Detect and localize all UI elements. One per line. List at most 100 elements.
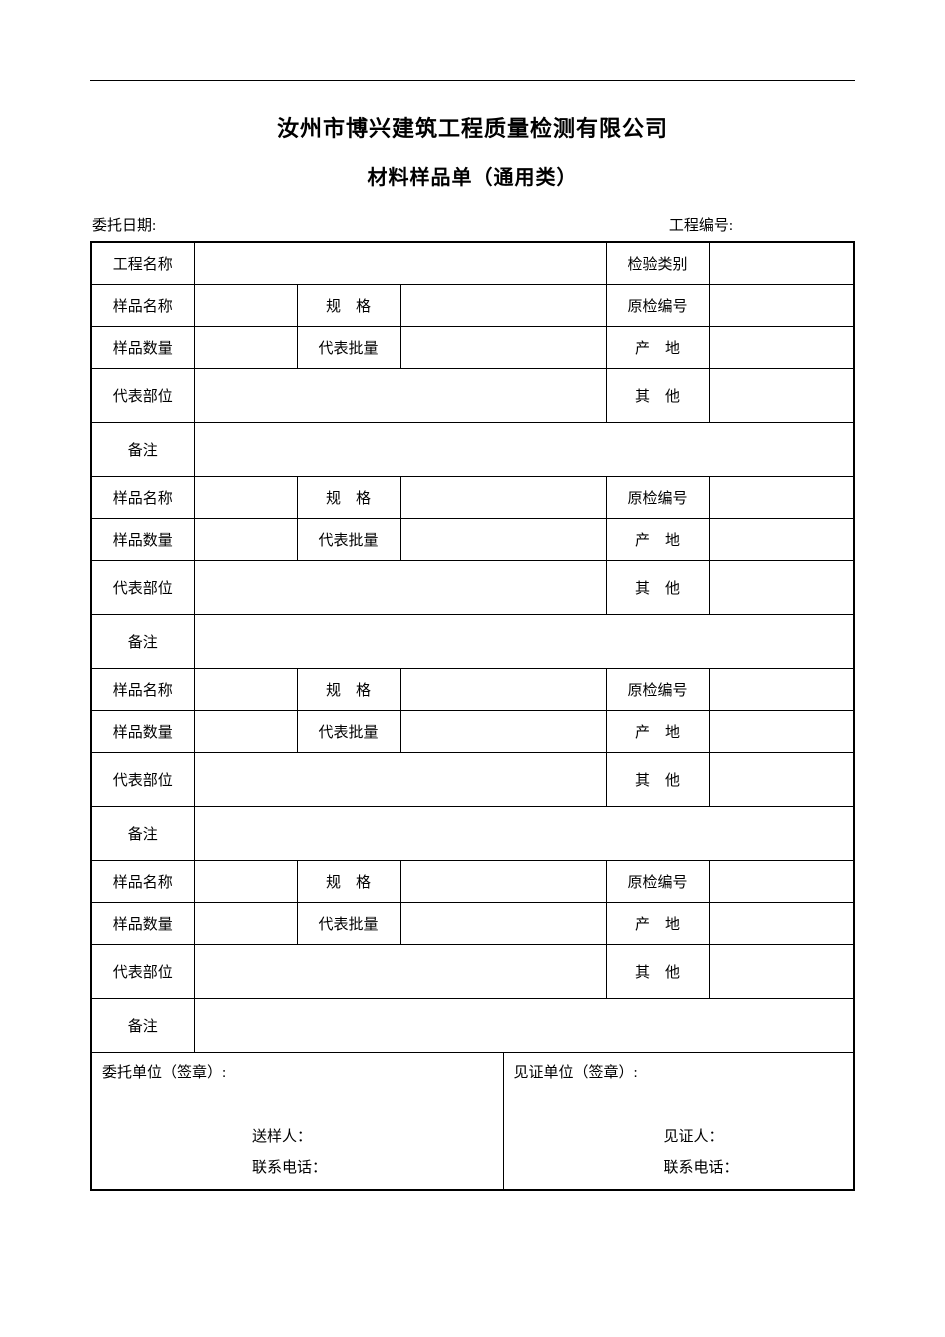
table-row: 样品数量 代表批量 产 地: [91, 902, 854, 944]
table-row: 代表部位 其 他: [91, 752, 854, 806]
table-row: 代表部位 其 他: [91, 944, 854, 998]
orig-no-label: 原检编号: [606, 284, 709, 326]
sample-qty-label: 样品数量: [91, 710, 194, 752]
witness-unit-cell: 见证单位（签章）: 见证人： 联系电话：: [503, 1052, 854, 1190]
sample-name-value: [194, 860, 297, 902]
other-value: [709, 560, 854, 614]
signature-row: 委托单位（签章）: 送样人： 联系电话： 见证单位（签章）: 见证人： 联系电话…: [91, 1052, 854, 1190]
rep-part-label: 代表部位: [91, 752, 194, 806]
origin-label: 产 地: [606, 326, 709, 368]
batch-label: 代表批量: [297, 710, 400, 752]
sample-form-table: 工程名称 检验类别 样品名称 规 格 原检编号 样品数量 代表批量 产 地 代表…: [90, 241, 855, 1191]
sample-name-value: [194, 476, 297, 518]
origin-value: [709, 518, 854, 560]
origin-label: 产 地: [606, 902, 709, 944]
inspect-type-label: 检验类别: [606, 242, 709, 284]
table-row: 样品名称 规 格 原检编号: [91, 284, 854, 326]
remark-value: [194, 806, 854, 860]
form-title: 材料样品单（通用类）: [90, 161, 855, 190]
table-row: 备注: [91, 806, 854, 860]
company-title: 汝州市博兴建筑工程质量检测有限公司: [90, 111, 855, 143]
origin-label: 产 地: [606, 518, 709, 560]
header-rule: [90, 80, 855, 81]
table-row: 备注: [91, 998, 854, 1052]
origin-value: [709, 902, 854, 944]
spec-value: [400, 860, 606, 902]
other-label: 其 他: [606, 944, 709, 998]
spec-label: 规 格: [297, 476, 400, 518]
sample-qty-value: [194, 518, 297, 560]
project-name-value: [194, 242, 606, 284]
table-row: 备注: [91, 614, 854, 668]
table-row: 样品数量 代表批量 产 地: [91, 326, 854, 368]
origin-value: [709, 710, 854, 752]
sender-label: 送样人：: [252, 1125, 493, 1146]
table-row: 样品数量 代表批量 产 地: [91, 710, 854, 752]
orig-no-label: 原检编号: [606, 476, 709, 518]
table-row: 样品名称 规 格 原检编号: [91, 860, 854, 902]
remark-label: 备注: [91, 614, 194, 668]
sample-qty-label: 样品数量: [91, 326, 194, 368]
spec-label: 规 格: [297, 668, 400, 710]
sample-qty-value: [194, 902, 297, 944]
sample-name-label: 样品名称: [91, 284, 194, 326]
batch-label: 代表批量: [297, 326, 400, 368]
inspect-type-value: [709, 242, 854, 284]
spec-value: [400, 668, 606, 710]
rep-part-value: [194, 560, 606, 614]
phone-label-left: 联系电话：: [252, 1156, 493, 1177]
remark-label: 备注: [91, 422, 194, 476]
other-label: 其 他: [606, 752, 709, 806]
rep-part-label: 代表部位: [91, 560, 194, 614]
entrust-date-label: 委托日期:: [92, 214, 156, 235]
witness-label: 见证人：: [664, 1125, 844, 1146]
sample-name-label: 样品名称: [91, 860, 194, 902]
phone-label-right: 联系电话：: [664, 1156, 844, 1177]
orig-no-value: [709, 476, 854, 518]
other-label: 其 他: [606, 560, 709, 614]
project-name-label: 工程名称: [91, 242, 194, 284]
table-row: 样品数量 代表批量 产 地: [91, 518, 854, 560]
table-row: 代表部位 其 他: [91, 560, 854, 614]
entrust-unit-label: 委托单位（签章）:: [102, 1061, 493, 1082]
rep-part-label: 代表部位: [91, 368, 194, 422]
table-row: 样品名称 规 格 原检编号: [91, 668, 854, 710]
table-row: 备注: [91, 422, 854, 476]
sample-name-label: 样品名称: [91, 476, 194, 518]
rep-part-label: 代表部位: [91, 944, 194, 998]
rep-part-value: [194, 944, 606, 998]
remark-label: 备注: [91, 806, 194, 860]
remark-value: [194, 422, 854, 476]
other-value: [709, 944, 854, 998]
batch-value: [400, 518, 606, 560]
sample-name-value: [194, 284, 297, 326]
sample-name-value: [194, 668, 297, 710]
table-row: 代表部位 其 他: [91, 368, 854, 422]
batch-value: [400, 326, 606, 368]
orig-no-value: [709, 284, 854, 326]
other-value: [709, 368, 854, 422]
rep-part-value: [194, 368, 606, 422]
entrust-unit-cell: 委托单位（签章）: 送样人： 联系电话：: [91, 1052, 503, 1190]
batch-value: [400, 710, 606, 752]
spec-value: [400, 284, 606, 326]
other-value: [709, 752, 854, 806]
sample-name-label: 样品名称: [91, 668, 194, 710]
table-row: 样品名称 规 格 原检编号: [91, 476, 854, 518]
witness-unit-label: 见证单位（签章）:: [514, 1061, 844, 1082]
batch-label: 代表批量: [297, 518, 400, 560]
batch-label: 代表批量: [297, 902, 400, 944]
remark-label: 备注: [91, 998, 194, 1052]
sample-qty-value: [194, 710, 297, 752]
sample-qty-value: [194, 326, 297, 368]
other-label: 其 他: [606, 368, 709, 422]
orig-no-label: 原检编号: [606, 668, 709, 710]
spec-label: 规 格: [297, 284, 400, 326]
batch-value: [400, 902, 606, 944]
orig-no-label: 原检编号: [606, 860, 709, 902]
orig-no-value: [709, 860, 854, 902]
orig-no-value: [709, 668, 854, 710]
remark-value: [194, 998, 854, 1052]
sample-qty-label: 样品数量: [91, 902, 194, 944]
spec-label: 规 格: [297, 860, 400, 902]
